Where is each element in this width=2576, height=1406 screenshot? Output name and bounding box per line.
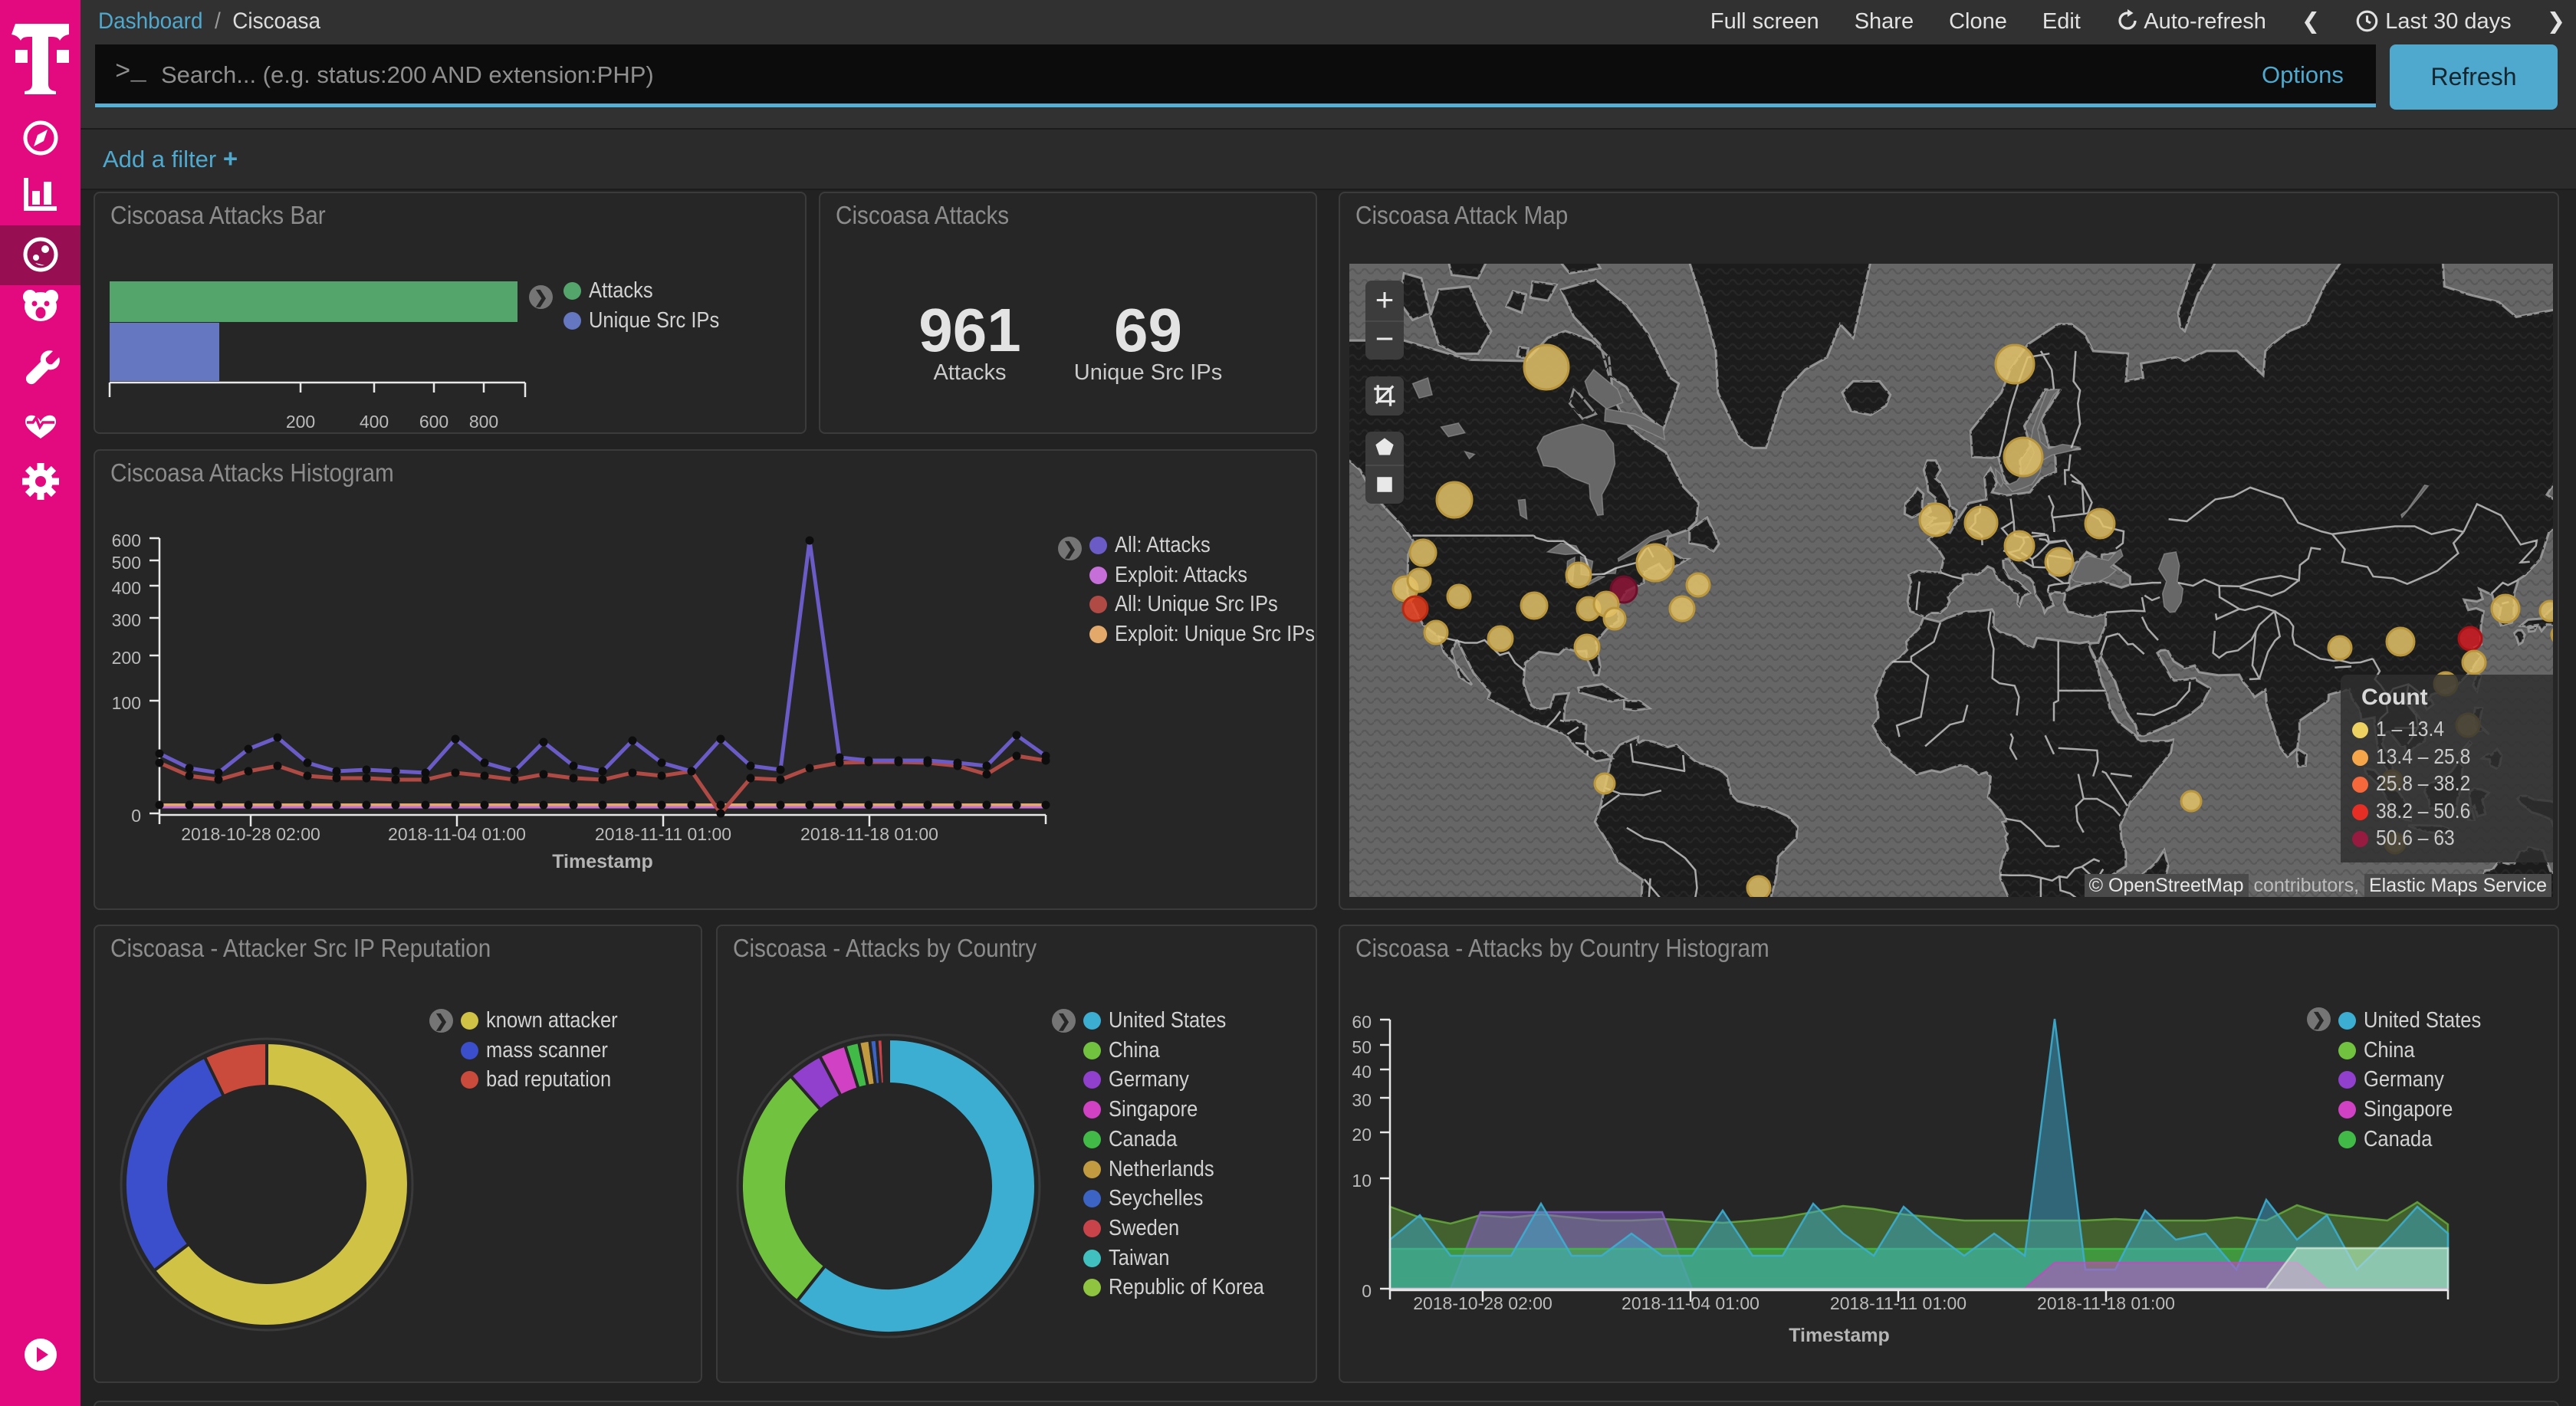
svg-text:0: 0 bbox=[1362, 1281, 1372, 1301]
svg-text:Timestamp: Timestamp bbox=[552, 851, 653, 872]
svg-text:2018-11-11 01:00: 2018-11-11 01:00 bbox=[1830, 1293, 1967, 1313]
svg-text:500: 500 bbox=[112, 553, 141, 573]
svg-text:600: 600 bbox=[112, 531, 141, 550]
svg-text:300: 300 bbox=[112, 610, 141, 630]
svg-text:Timestamp: Timestamp bbox=[1789, 1325, 1890, 1346]
svg-text:100: 100 bbox=[112, 693, 141, 713]
svg-text:400: 400 bbox=[360, 412, 389, 432]
svg-text:60: 60 bbox=[1352, 1012, 1372, 1032]
svg-text:2018-11-11 01:00: 2018-11-11 01:00 bbox=[595, 824, 731, 844]
svg-text:800: 800 bbox=[469, 412, 498, 432]
svg-text:0: 0 bbox=[131, 806, 141, 826]
svg-text:50: 50 bbox=[1352, 1037, 1372, 1057]
svg-text:2018-10-28 02:00: 2018-10-28 02:00 bbox=[181, 824, 320, 844]
svg-text:10: 10 bbox=[1352, 1171, 1372, 1191]
svg-text:200: 200 bbox=[112, 648, 141, 668]
svg-text:200: 200 bbox=[286, 412, 315, 432]
svg-text:2018-11-18 01:00: 2018-11-18 01:00 bbox=[2037, 1293, 2175, 1313]
svg-text:2018-11-04 01:00: 2018-11-04 01:00 bbox=[1622, 1293, 1760, 1313]
svg-text:40: 40 bbox=[1352, 1062, 1372, 1082]
svg-text:20: 20 bbox=[1352, 1125, 1372, 1145]
svg-text:600: 600 bbox=[419, 412, 449, 432]
svg-text:2018-11-18 01:00: 2018-11-18 01:00 bbox=[800, 824, 938, 844]
svg-text:30: 30 bbox=[1352, 1090, 1372, 1110]
svg-text:2018-11-04 01:00: 2018-11-04 01:00 bbox=[388, 824, 526, 844]
svg-text:2018-10-28 02:00: 2018-10-28 02:00 bbox=[1413, 1293, 1552, 1313]
svg-text:400: 400 bbox=[112, 578, 141, 598]
